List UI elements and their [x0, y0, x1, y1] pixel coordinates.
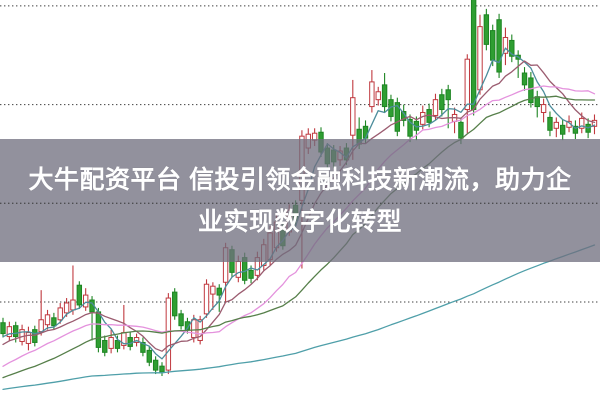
ma-line-20: [2, 85, 596, 367]
ma-line-30: [2, 95, 596, 379]
ma-line-120: [2, 244, 596, 391]
caption-band-rect: [0, 139, 600, 262]
